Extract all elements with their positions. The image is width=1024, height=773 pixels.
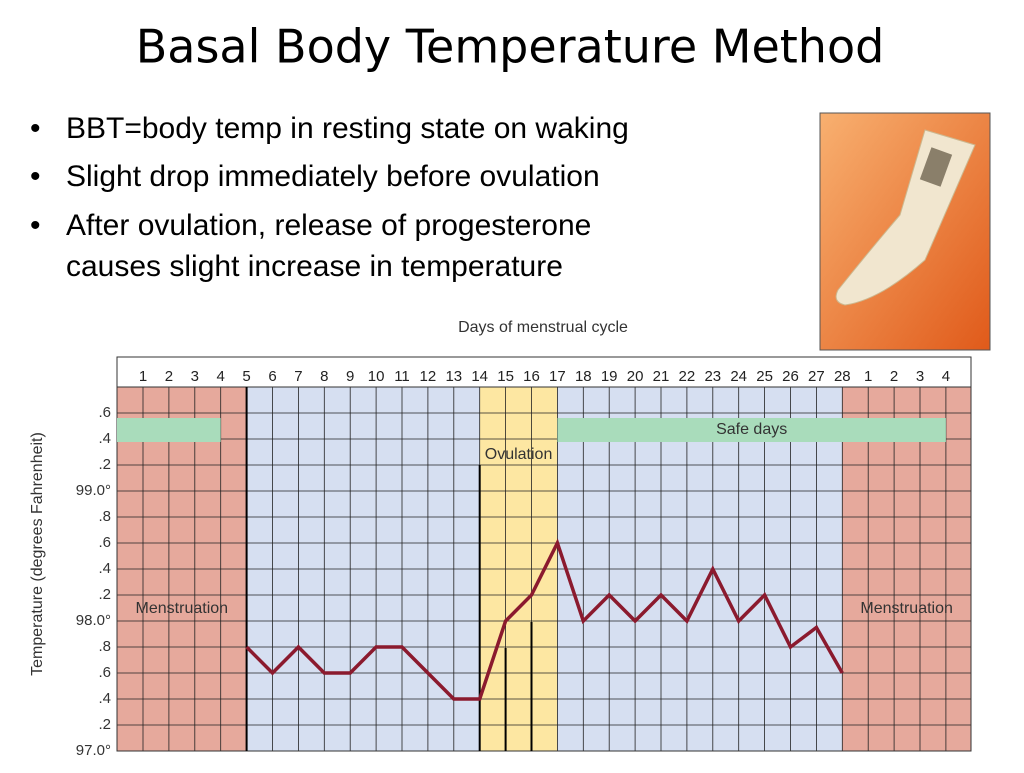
y-tick-label: .8 <box>98 508 111 525</box>
y-tick-label: .4 <box>98 560 111 577</box>
bullet-dot: • <box>30 209 41 242</box>
annotation: Menstruation <box>860 600 953 617</box>
y-tick-label: .2 <box>98 716 111 733</box>
slide-title: Basal Body Temperature Method <box>136 20 885 74</box>
x-tick-label: 20 <box>627 368 644 385</box>
x-tick-label: 11 <box>394 368 410 385</box>
y-tick-label: .2 <box>98 456 111 473</box>
annotation: Menstruation <box>136 600 229 617</box>
y-tick-label: .8 <box>98 638 111 655</box>
bullet-dot: • <box>30 160 41 193</box>
x-tick-label: 3 <box>191 368 199 385</box>
x-tick-label: 2 <box>890 368 898 385</box>
y-tick-label: .6 <box>98 664 111 681</box>
x-tick-label: 15 <box>497 368 514 385</box>
annotation: Safe days <box>716 421 787 438</box>
x-tick-label: 24 <box>730 368 747 385</box>
x-tick-label: 16 <box>523 368 540 385</box>
x-tick-label: 22 <box>679 368 696 385</box>
x-tick-label: 27 <box>808 368 825 385</box>
x-tick-label: 25 <box>756 368 773 385</box>
x-tick-label: 21 <box>653 368 670 385</box>
y-tick-label: 99.0° <box>76 482 111 499</box>
y-tick-label: .4 <box>98 690 111 707</box>
annotation: Ovulation <box>485 446 553 463</box>
x-tick-label: 12 <box>420 368 437 385</box>
x-tick-label: 13 <box>445 368 462 385</box>
y-tick-label: 97.0° <box>76 742 111 759</box>
temperature-line <box>245 538 844 701</box>
x-tick-label: 4 <box>217 368 225 385</box>
bullet-dot: • <box>30 112 41 145</box>
y-tick-label: .6 <box>98 404 111 421</box>
x-tick-label: 1 <box>864 368 872 385</box>
x-tick-label: 18 <box>575 368 592 385</box>
x-tick-label: 10 <box>368 368 385 385</box>
x-tick-label: 5 <box>242 368 250 385</box>
thermometer-photo <box>819 112 991 351</box>
x-tick-label: 19 <box>601 368 618 385</box>
bullet: After ovulation, release of progesterone <box>66 209 591 242</box>
x-tick-label: 4 <box>942 368 950 385</box>
x-tick-label: 2 <box>165 368 173 385</box>
y-tick-label: .4 <box>98 430 111 447</box>
x-tick-label: 3 <box>916 368 924 385</box>
x-tick-label: 7 <box>294 368 302 385</box>
bullet: BBT=body temp in resting state on waking <box>66 112 629 145</box>
x-axis-title: Days of menstrual cycle <box>458 319 628 336</box>
x-tick-label: 26 <box>782 368 799 385</box>
chart: 97.0° .2 .4 .6 .8 98.0° .2 .4 .6 .8 99.0° .2 .4 .6 Men… <box>29 319 972 759</box>
x-tick-label: 9 <box>346 368 354 385</box>
y-tick-label: 98.0° <box>76 612 111 629</box>
y-tick-label: .2 <box>98 586 111 603</box>
y-tick-label: .6 <box>98 534 111 551</box>
x-tick-label: 17 <box>549 368 566 385</box>
y-axis-title: Temperature (degrees Fahrenheit) <box>29 432 46 676</box>
x-tick-label: 23 <box>704 368 721 385</box>
x-tick-label: 8 <box>320 368 328 385</box>
safe-days-bar <box>557 418 946 442</box>
x-tick-label: 14 <box>471 368 488 385</box>
x-tick-label: 28 <box>834 368 851 385</box>
x-tick-label: 6 <box>268 368 276 385</box>
bullet: causes slight increase in temperature <box>66 250 563 283</box>
fertile-bar <box>117 418 221 442</box>
plot-border <box>116 386 972 752</box>
bullet: Slight drop immediately before ovulation <box>66 160 600 193</box>
x-tick-label: 1 <box>139 368 147 385</box>
